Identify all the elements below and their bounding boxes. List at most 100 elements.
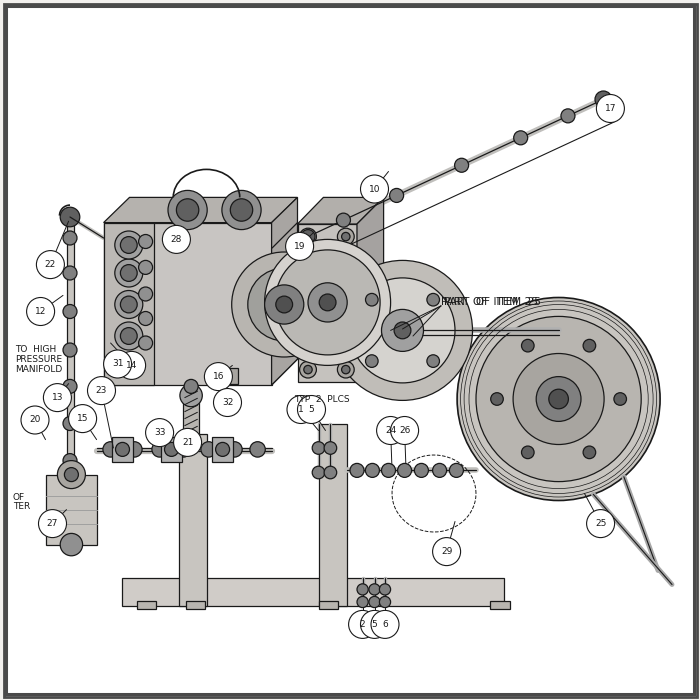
Text: 15: 15 [77,414,88,423]
Text: 12: 12 [35,307,46,316]
Text: 13: 13 [52,393,63,402]
Circle shape [595,91,612,108]
Circle shape [298,242,307,251]
Circle shape [414,463,428,477]
Text: PART  OF  ITEM  25: PART OF ITEM 25 [441,298,538,307]
Text: 32: 32 [222,398,233,407]
Circle shape [342,365,350,374]
Circle shape [139,260,153,274]
Circle shape [60,533,83,556]
Text: TYP  2  PLCS: TYP 2 PLCS [294,395,349,403]
Circle shape [301,230,315,244]
Circle shape [324,466,337,479]
Circle shape [146,419,174,447]
Text: 19: 19 [294,242,305,251]
Circle shape [248,268,321,341]
Circle shape [164,442,178,456]
Circle shape [63,343,77,357]
Circle shape [115,290,143,318]
Bar [161,437,182,462]
Circle shape [214,389,242,416]
Circle shape [38,510,66,538]
Text: 6: 6 [382,620,388,629]
Bar [112,437,133,462]
Circle shape [349,610,377,638]
Circle shape [476,316,641,482]
Circle shape [115,322,143,350]
Text: 10: 10 [369,185,380,193]
Text: 14: 14 [126,361,137,370]
Circle shape [300,361,316,378]
Polygon shape [122,578,504,606]
Circle shape [360,175,388,203]
Circle shape [350,463,364,477]
Circle shape [449,463,463,477]
Circle shape [312,466,325,479]
Circle shape [369,584,380,595]
Circle shape [118,351,146,379]
Circle shape [27,298,55,326]
Bar [318,601,338,609]
Circle shape [536,377,581,421]
Polygon shape [104,223,154,385]
Circle shape [88,377,116,405]
Polygon shape [178,434,206,606]
Polygon shape [298,197,384,224]
Circle shape [60,207,80,227]
Text: 21: 21 [182,438,193,447]
Circle shape [391,416,419,444]
Circle shape [549,389,568,409]
Circle shape [275,250,380,355]
Circle shape [174,428,202,456]
Text: 2: 2 [360,620,365,629]
Circle shape [583,446,596,459]
Circle shape [614,393,626,405]
Circle shape [337,213,351,227]
Circle shape [369,596,380,608]
Circle shape [162,225,190,253]
Circle shape [365,463,379,477]
Circle shape [222,190,261,230]
Bar [183,397,199,449]
Text: 24: 24 [385,426,396,435]
Text: 1: 1 [298,405,304,414]
Circle shape [201,442,216,457]
Text: 29: 29 [441,547,452,556]
Text: MANIFOLD: MANIFOLD [15,365,63,374]
Text: 16: 16 [213,372,224,381]
Circle shape [319,294,336,311]
Text: 26: 26 [399,426,410,435]
Bar [136,601,156,609]
Circle shape [116,442,130,456]
Circle shape [120,265,137,281]
Circle shape [583,340,596,352]
Circle shape [139,312,153,326]
Polygon shape [272,197,298,385]
Text: 28: 28 [171,235,182,244]
Circle shape [120,296,137,313]
Circle shape [433,463,447,477]
Circle shape [308,283,347,322]
Circle shape [360,610,388,638]
Text: 22: 22 [45,260,56,269]
Circle shape [379,584,391,595]
Circle shape [120,328,137,344]
Circle shape [216,442,230,456]
Circle shape [168,190,207,230]
Text: 17: 17 [605,104,616,113]
Circle shape [36,251,64,279]
Polygon shape [298,224,357,382]
Circle shape [63,231,77,245]
Circle shape [427,293,440,306]
Circle shape [103,442,118,457]
Circle shape [332,260,473,400]
Text: TO  HIGH: TO HIGH [15,346,57,354]
Circle shape [337,361,354,378]
Circle shape [265,239,391,365]
Text: 23: 23 [96,386,107,395]
Circle shape [120,237,137,253]
Circle shape [365,293,378,306]
Circle shape [398,463,412,477]
Circle shape [304,232,312,241]
Circle shape [152,442,167,457]
